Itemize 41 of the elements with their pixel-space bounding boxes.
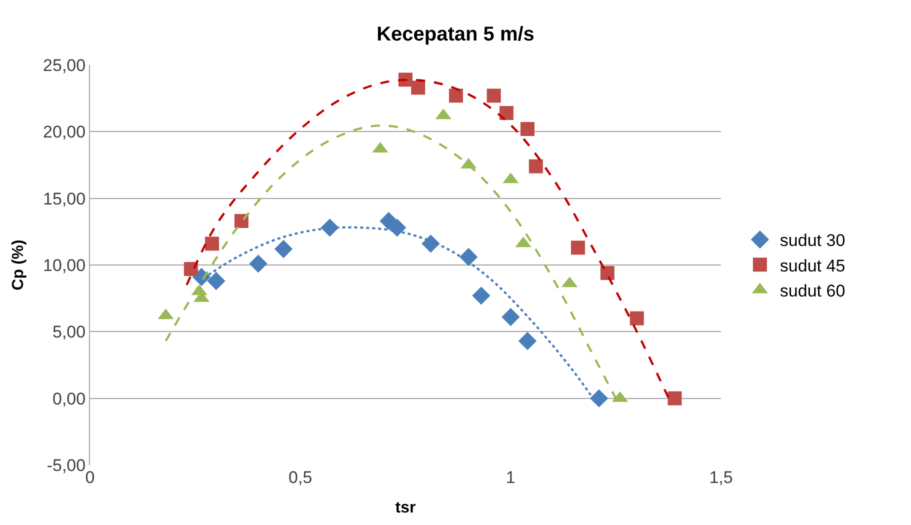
point xyxy=(234,214,248,228)
legend-label: sudut 30 xyxy=(780,231,846,250)
point xyxy=(570,240,585,255)
point xyxy=(448,88,463,103)
y-tick-label: -5,00 xyxy=(46,456,86,475)
point xyxy=(320,218,339,237)
x-tick-label: 0 xyxy=(85,468,95,487)
point xyxy=(388,218,406,237)
point xyxy=(668,391,682,406)
x-tick-label: 1 xyxy=(506,468,516,487)
point xyxy=(472,286,490,305)
point xyxy=(184,262,198,276)
point xyxy=(411,80,426,95)
y-tick-label: 5,00 xyxy=(52,322,86,342)
chart-title: Kecepatan 5 m/s xyxy=(376,23,534,46)
point xyxy=(502,308,520,326)
point xyxy=(422,234,440,253)
point xyxy=(528,159,543,174)
y-tick-label: 0,00 xyxy=(52,389,86,408)
legend-label: sudut 60 xyxy=(780,281,846,300)
y-tick-label: 25,00 xyxy=(43,56,86,75)
point xyxy=(600,266,614,280)
y-tick-label: 20,00 xyxy=(43,122,86,142)
legend-label: sudut 45 xyxy=(780,256,846,276)
point xyxy=(204,236,219,251)
y-tick-label: 15,00 xyxy=(43,189,86,208)
point xyxy=(249,254,268,273)
point xyxy=(590,389,608,408)
point xyxy=(460,248,478,266)
point xyxy=(486,88,501,103)
point xyxy=(207,272,226,290)
y-tick-label: 10,00 xyxy=(43,256,86,275)
x-tick-label: 1,5 xyxy=(709,468,733,487)
y-axis-title: Cp (%) xyxy=(10,240,27,290)
point xyxy=(274,240,293,258)
x-tick-label: 0,5 xyxy=(288,468,312,487)
point xyxy=(499,106,514,120)
point xyxy=(518,332,537,350)
x-axis-title: tsr xyxy=(395,500,416,517)
point xyxy=(520,122,534,136)
point xyxy=(630,311,644,326)
